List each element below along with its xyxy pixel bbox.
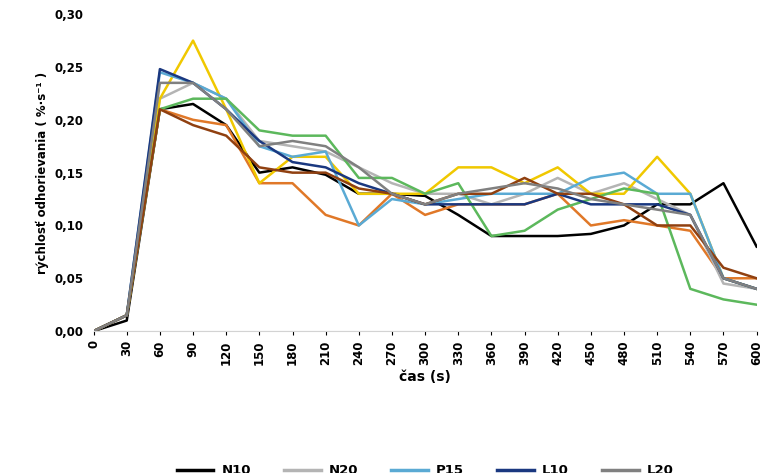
Legend: N10, N15, N20, P10, P15, P20, L10, L15, L20, : N10, N15, N20, P10, P15, P20, L10, L15, … <box>176 464 674 473</box>
X-axis label: čas (s): čas (s) <box>399 370 451 384</box>
Y-axis label: rýchlosť odhorievania ( %·s⁻¹ ): rýchlosť odhorievania ( %·s⁻¹ ) <box>36 71 49 274</box>
